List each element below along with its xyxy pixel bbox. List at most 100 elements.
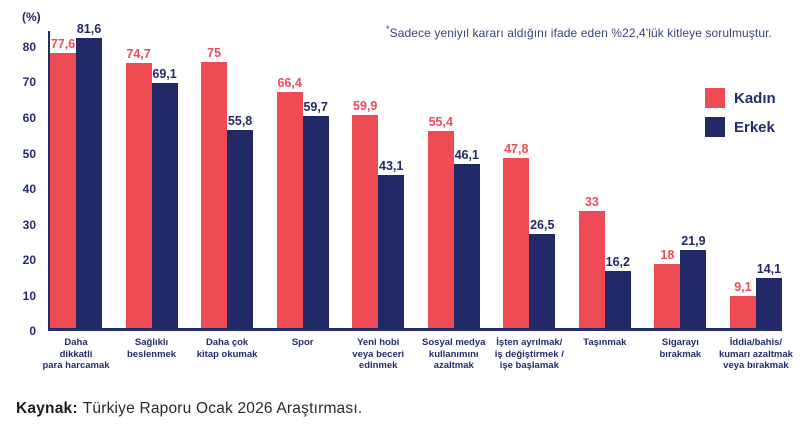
bar-wrap-kadin: 74,7 xyxy=(125,46,152,328)
bar-wrap-kadin: 77,6 xyxy=(50,37,76,328)
bar-erkek xyxy=(302,116,329,328)
legend-item-erkek: Erkek xyxy=(705,117,776,137)
bar-value-label-kadin: 33 xyxy=(584,194,599,209)
bar-group: 55,4 46,1 Sosyal medya kullanımını azaltma… xyxy=(422,31,485,371)
bar-kadin xyxy=(503,158,530,328)
bar-group: 18 21,9 Sigarayı bırakmak xyxy=(654,31,707,360)
legend-item-kadin: Kadın xyxy=(705,88,776,108)
bar-value-label-erkek: 55,8 xyxy=(227,113,253,128)
bar-erkek xyxy=(227,129,254,328)
plot-area: 77,6 81,6 Daha dikkatli para harcamak 74,7 6… xyxy=(42,22,793,371)
bar-kadin xyxy=(125,62,152,328)
bar-kadin xyxy=(352,115,379,328)
y-axis-tick: 50 xyxy=(22,146,36,161)
bar-value-label-erkek: 59,7 xyxy=(303,100,328,114)
bar-erkek xyxy=(453,164,480,328)
bar-value-label-kadin: 47,8 xyxy=(504,142,529,157)
bar-group: 9,1 14,1 İddia/bahis/ kumarı azaltmak veya… xyxy=(719,31,793,371)
bar-value-label-kadin: 55,4 xyxy=(428,115,453,130)
bar-value-label-kadin: 59,9 xyxy=(353,99,378,114)
annotation-asterisk: * xyxy=(386,24,390,34)
source-label: Kaynak: xyxy=(16,400,78,417)
bar-kadin xyxy=(427,131,454,328)
bar-value-label-erkek: 69,1 xyxy=(152,66,177,81)
legend-swatch-kadin xyxy=(705,88,725,108)
bar-wrap-erkek: 26,5 xyxy=(529,217,556,328)
bar-kadin xyxy=(654,264,681,328)
bar-value-label-kadin: 9,1 xyxy=(734,279,752,294)
y-axis-tick: 60 xyxy=(22,110,36,125)
bar-value-label-erkek: 21,9 xyxy=(681,234,706,249)
bar-kadin xyxy=(578,210,605,328)
bar-wrap-kadin: 9,1 xyxy=(729,279,756,328)
bar-kadin xyxy=(276,92,303,328)
y-axis-tick: 70 xyxy=(22,75,36,90)
bar-wrap-kadin: 33 xyxy=(578,194,605,328)
category-label: Sosyal medya kullanımını azaltmak xyxy=(422,337,486,371)
bar-erkek xyxy=(76,38,102,328)
bar-value-label-kadin: 75 xyxy=(207,45,222,60)
y-axis-tick: 20 xyxy=(22,253,36,267)
category-label: Sağlıklı beslenmek xyxy=(126,337,177,360)
bar-wrap-erkek: 16,2 xyxy=(604,254,631,328)
bar-erkek xyxy=(604,270,631,328)
bar-group: 59,9 43,1 Yeni hobi veya beceri edinmek xyxy=(352,31,405,371)
legend-swatch-erkek xyxy=(705,117,725,137)
bar-erkek xyxy=(151,82,178,328)
bar-kadin xyxy=(201,61,228,328)
bar-group: 66,4 59,7 Spor xyxy=(276,31,329,348)
bar-erkek xyxy=(755,277,782,328)
bar-wrap-kadin: 55,4 xyxy=(427,115,454,328)
bar-wrap-erkek: 59,7 xyxy=(302,100,329,328)
source-text: Türkiye Raporu Ocak 2026 Araştırması. xyxy=(82,400,363,417)
category-label: İşten ayrılmak/ iş değiştirmek / işe baş… xyxy=(494,337,564,371)
bar-wrap-erkek: 81,6 xyxy=(76,22,102,328)
bar-wrap-erkek: 14,1 xyxy=(755,261,782,328)
bar-wrap-kadin: 47,8 xyxy=(503,142,530,328)
bar-value-label-erkek: 16,2 xyxy=(605,254,630,269)
bar-value-label-kadin: 66,4 xyxy=(277,76,302,91)
bar-erkek xyxy=(680,250,707,328)
bar-group: 75 55,8 Daha çok kitap okumak xyxy=(197,31,258,360)
bar-group: 74,7 69,1 Sağlıklı beslenmek xyxy=(125,31,178,360)
category-label: Sigarayı bırakmak xyxy=(659,337,702,360)
bar-wrap-erkek: 43,1 xyxy=(378,159,405,328)
chart-annotation: *Sadece yeniyıl kararı aldığını ifade ed… xyxy=(386,24,772,40)
bar-wrap-erkek: 21,9 xyxy=(680,234,707,328)
bar-wrap-kadin: 18 xyxy=(654,248,681,328)
bar-value-label-erkek: 14,1 xyxy=(756,261,782,276)
source-note: Kaynak: Türkiye Raporu Ocak 2026 Araştırm… xyxy=(16,400,362,418)
bar-value-label-erkek: 46,1 xyxy=(454,148,479,163)
bar-erkek xyxy=(529,233,556,328)
bar-value-label-kadin: 74,7 xyxy=(126,46,151,61)
legend-label-erkek: Erkek xyxy=(734,118,775,136)
bar-value-label-erkek: 26,5 xyxy=(530,217,555,232)
bar-kadin xyxy=(729,295,756,328)
bar-group: 33 16,2 Taşınmak xyxy=(578,31,631,348)
bar-group: 77,6 81,6 Daha dikkatli para harcamak xyxy=(42,22,109,371)
bar-value-label-erkek: 81,6 xyxy=(76,22,102,37)
bar-value-label-erkek: 43,1 xyxy=(379,159,404,173)
category-label: Yeni hobi veya beceri edinmek xyxy=(352,337,405,371)
category-label: Taşınmak xyxy=(583,337,627,348)
category-label: Daha dikkatli para harcamak xyxy=(42,337,110,371)
bar-wrap-erkek: 69,1 xyxy=(151,66,178,328)
y-axis-tick: 40 xyxy=(22,182,36,196)
bar-group: 47,8 26,5 İşten ayrılmak/ iş değiştirmek /… xyxy=(495,31,564,371)
legend-label-kadin: Kadın xyxy=(734,89,776,107)
bar-kadin xyxy=(50,52,76,328)
bar-wrap-erkek: 55,8 xyxy=(227,113,254,328)
category-label: Spor xyxy=(291,337,314,348)
y-axis-ticks: 0 10 20 30 40 50 60 70 80 xyxy=(0,31,44,338)
category-label: İddia/bahis/ kumarı azaltmak veya bırakm… xyxy=(718,337,793,371)
y-axis-tick: 80 xyxy=(22,39,36,54)
bar-wrap-erkek: 46,1 xyxy=(453,148,480,328)
y-axis-tick: 0 xyxy=(29,324,36,338)
legend: Kadın Erkek xyxy=(705,88,776,137)
bar-wrap-kadin: 59,9 xyxy=(352,99,379,328)
y-axis-tick: 30 xyxy=(22,217,36,232)
category-label: Daha çok kitap okumak xyxy=(196,337,258,360)
y-axis-unit-label: (%) xyxy=(22,10,41,24)
annotation-text: Sadece yeniyıl kararı aldığını ifade ede… xyxy=(389,26,772,40)
